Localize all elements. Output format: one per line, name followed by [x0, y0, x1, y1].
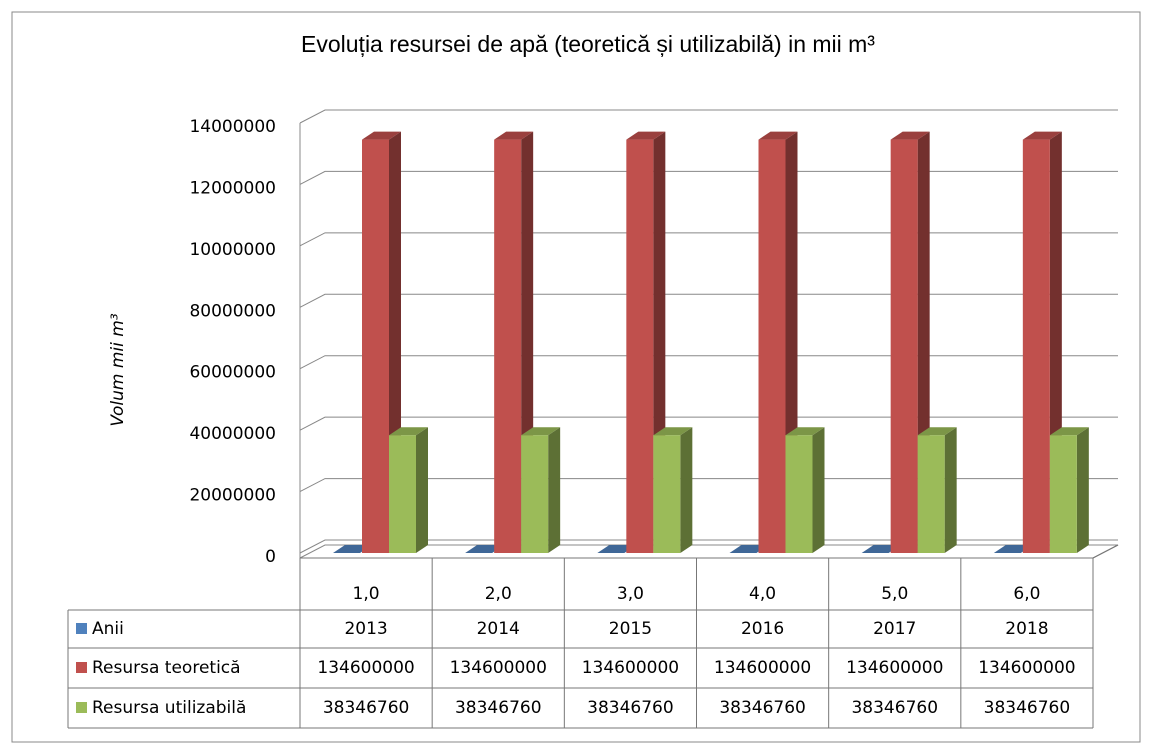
bar — [362, 139, 389, 554]
bar — [758, 139, 786, 554]
y-tick-label: 80000000 — [189, 301, 276, 321]
bar-top — [1049, 427, 1089, 436]
x-tick-label: 5,0 — [881, 584, 908, 604]
y-tick-label: 12000000 — [189, 178, 276, 198]
table-value: 2014 — [477, 619, 520, 639]
table-value: 134600000 — [846, 658, 943, 678]
y-tick-label: 20000000 — [189, 486, 276, 506]
table-value: 134600000 — [317, 658, 414, 678]
bar — [917, 435, 945, 553]
floor-edge — [1092, 544, 1119, 559]
bar-side — [812, 427, 825, 553]
table-value: 134600000 — [582, 658, 679, 678]
x-tick-label: 2,0 — [485, 584, 512, 604]
table-value: 2016 — [741, 619, 784, 639]
bar — [1049, 435, 1077, 553]
bar — [653, 435, 681, 553]
x-tick-label: 6,0 — [1013, 584, 1040, 604]
x-tick-label: 3,0 — [617, 584, 644, 604]
legend-key — [76, 662, 87, 673]
chart-border — [11, 11, 1141, 743]
table-value: 2015 — [609, 619, 652, 639]
bar — [626, 139, 654, 554]
grid-line — [299, 170, 1118, 185]
grid-line — [299, 416, 1118, 431]
bar-side — [1076, 427, 1089, 553]
table-value: 38346760 — [587, 698, 674, 718]
bar-top — [785, 427, 825, 436]
bar-top — [389, 427, 428, 436]
bar — [1022, 139, 1050, 554]
legend-label: Anii — [92, 619, 124, 639]
bar-top — [1022, 131, 1062, 140]
table-value: 2013 — [344, 619, 387, 639]
x-tick-label: 1,0 — [353, 584, 380, 604]
legend-key — [76, 623, 87, 634]
y-axis-label: Volum mii m³ — [108, 313, 128, 426]
table-value: 38346760 — [984, 698, 1071, 718]
bar — [785, 435, 813, 553]
bar-side — [416, 427, 428, 553]
bar — [389, 435, 416, 553]
grid-line — [299, 109, 1118, 124]
table-value: 38346760 — [455, 698, 542, 718]
legend-key — [76, 702, 87, 713]
grid-line — [299, 293, 1118, 308]
table-value: 134600000 — [714, 658, 811, 678]
bar-top — [653, 427, 693, 436]
table-value: 38346760 — [323, 698, 410, 718]
bar-top — [521, 427, 561, 436]
bar-side — [680, 427, 693, 553]
grid-line — [299, 539, 1118, 554]
grid-line — [299, 355, 1118, 370]
y-tick-label: 10000000 — [189, 240, 276, 260]
y-tick-label: 14000000 — [189, 117, 276, 137]
table-value: 134600000 — [978, 658, 1075, 678]
bar-side — [944, 427, 957, 553]
bar-top — [758, 131, 798, 140]
y-tick-label: 0 — [265, 547, 276, 567]
bar — [890, 139, 918, 554]
legend-label: Resursa utilizabilă — [92, 698, 246, 718]
table-value: 2018 — [1005, 619, 1048, 639]
bar-top — [626, 131, 666, 140]
grid-line — [299, 232, 1118, 247]
x-tick-label: 4,0 — [749, 584, 776, 604]
bar-top — [494, 131, 534, 140]
bar — [521, 435, 549, 553]
grid-line — [299, 478, 1118, 493]
legend-label: Resursa teoretică — [92, 658, 241, 678]
bar-top — [362, 131, 401, 140]
bar-top — [890, 131, 930, 140]
table-value: 38346760 — [851, 698, 938, 718]
table-value: 134600000 — [450, 658, 547, 678]
chart-title: Evoluția resursei de apă (teoretică și u… — [301, 31, 875, 57]
table-value: 2017 — [873, 619, 916, 639]
y-tick-label: 60000000 — [189, 363, 276, 383]
bar-top — [917, 427, 957, 436]
y-tick-label: 40000000 — [189, 424, 276, 444]
bar — [494, 139, 522, 554]
bar-side — [548, 427, 561, 553]
table-value: 38346760 — [719, 698, 806, 718]
